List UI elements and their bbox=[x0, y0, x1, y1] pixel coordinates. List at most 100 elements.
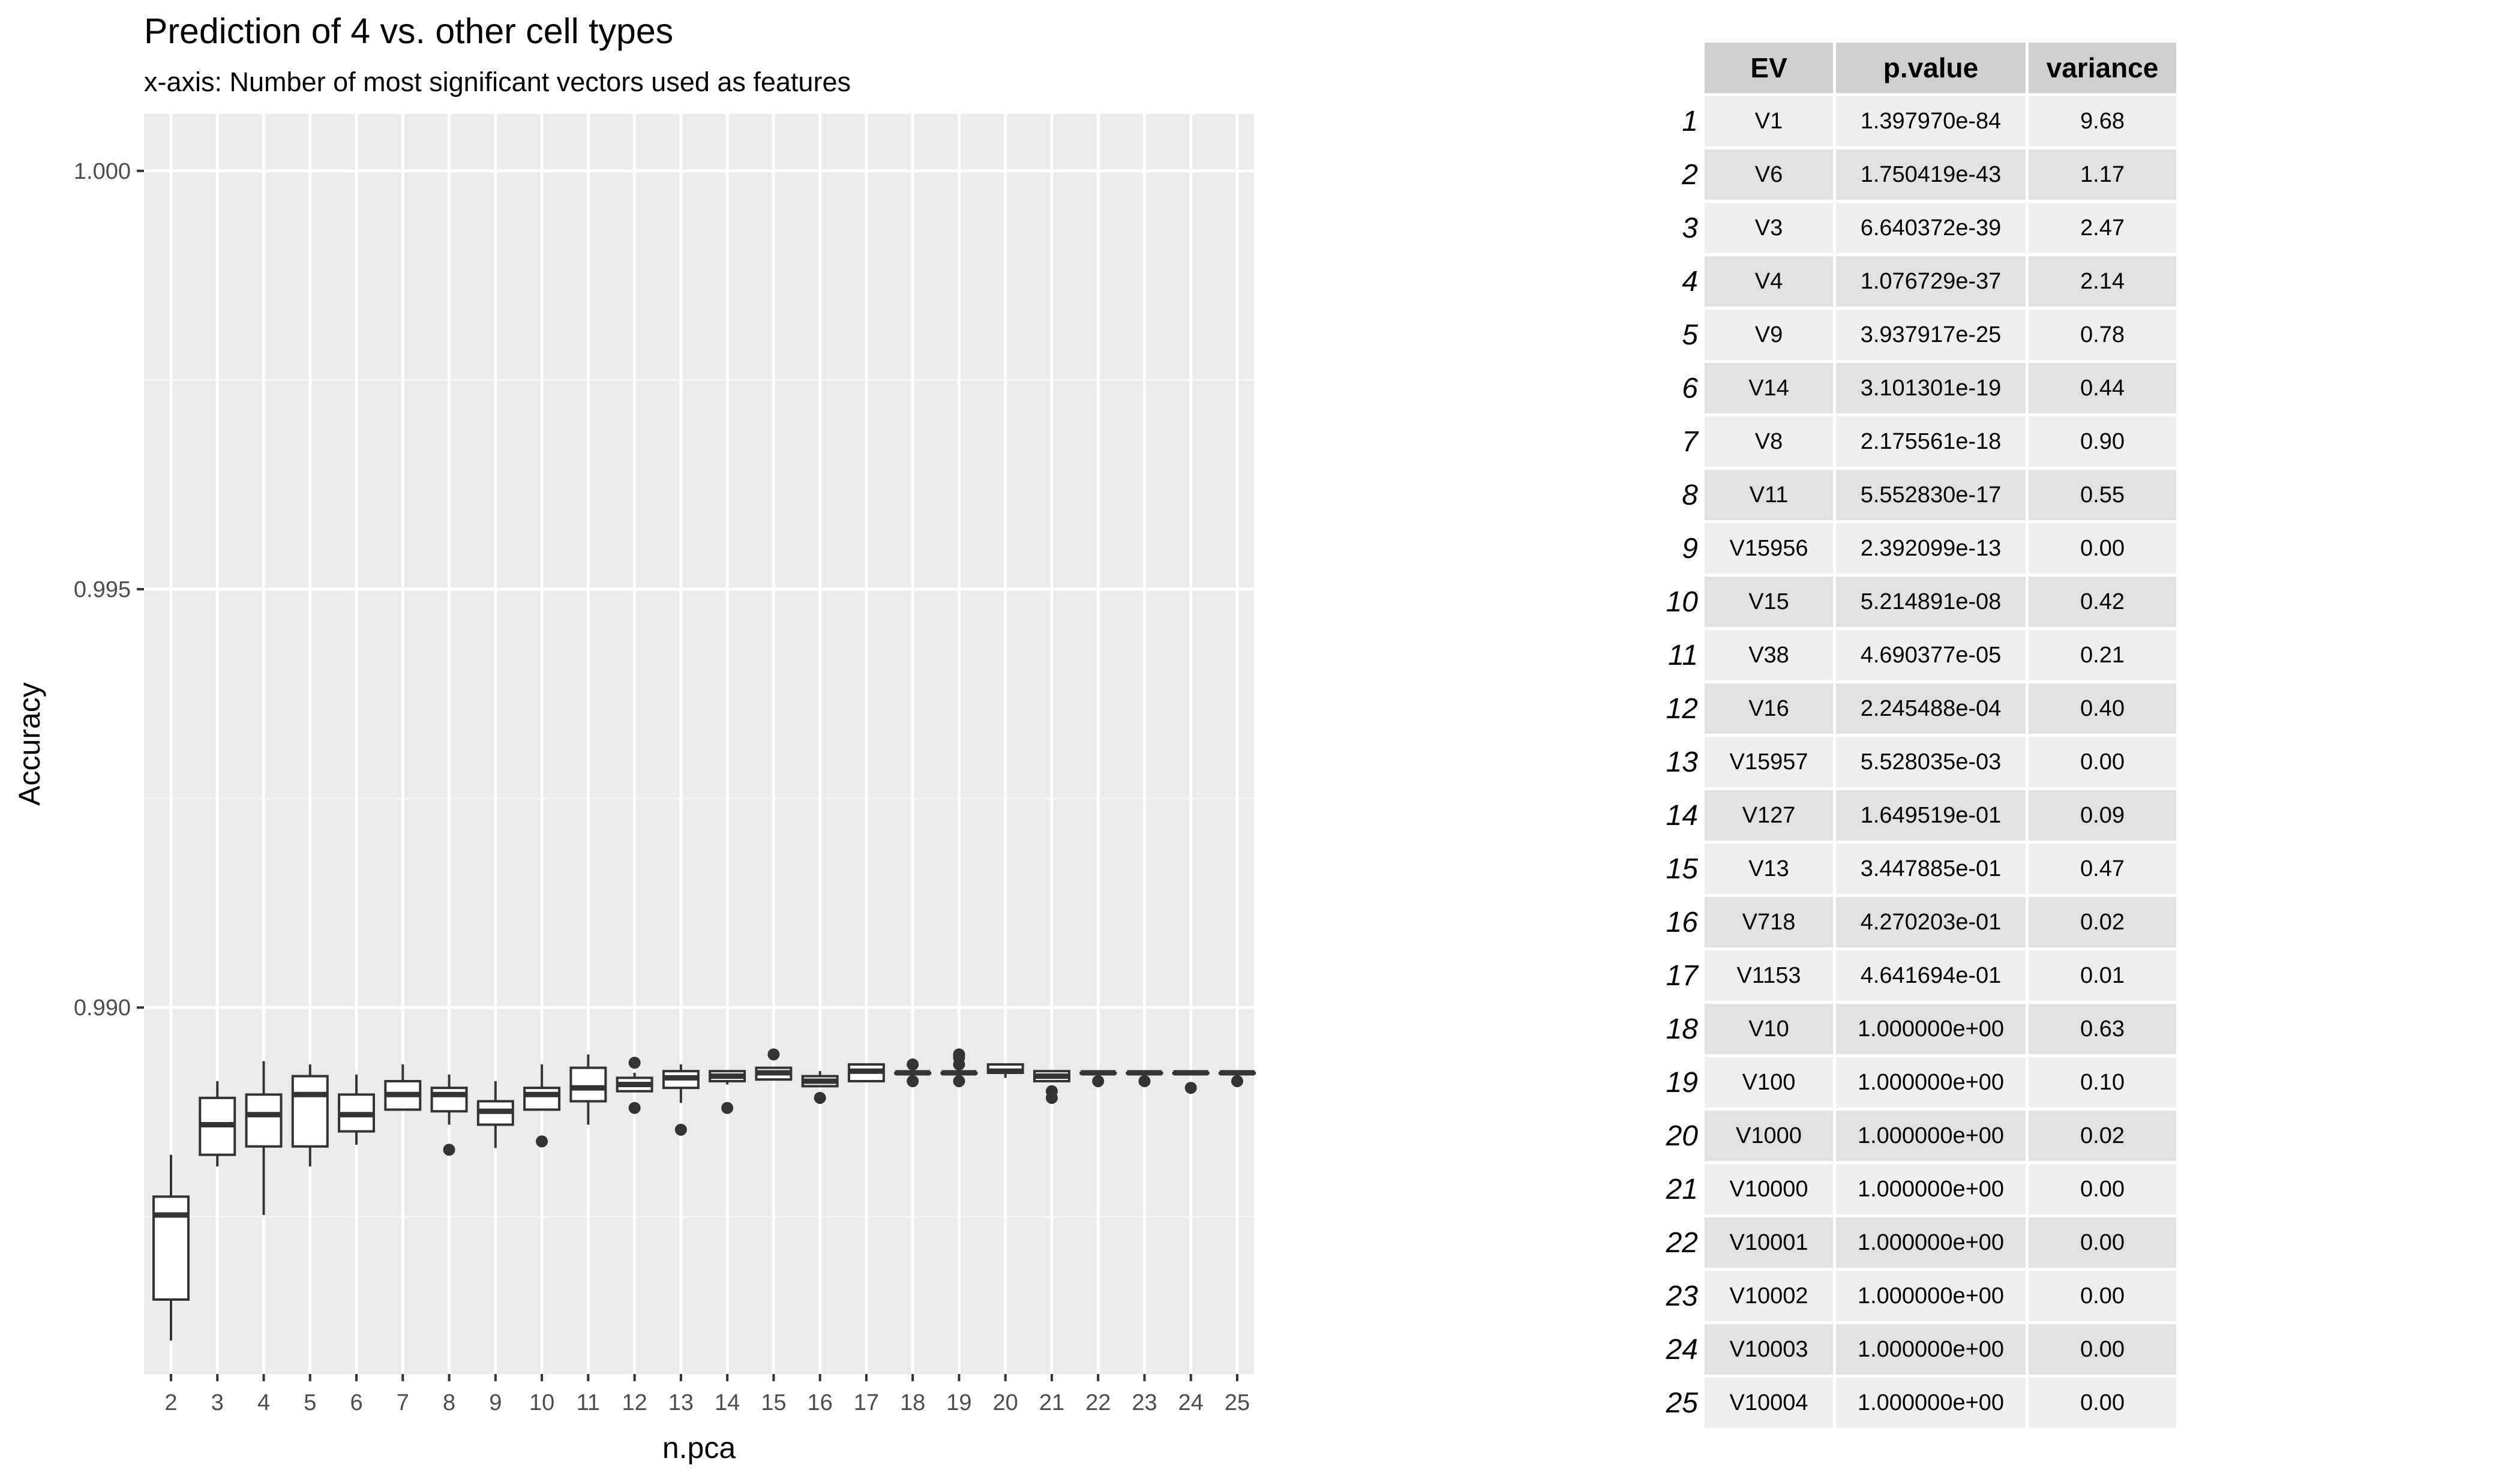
row-number: 18 bbox=[1666, 1013, 1698, 1045]
x-tick-label: 16 bbox=[808, 1390, 833, 1415]
x-tick-label: 14 bbox=[715, 1390, 740, 1415]
box-13 bbox=[662, 1064, 700, 1136]
row-number: 19 bbox=[1666, 1066, 1698, 1099]
y-tick-label: 0.995 bbox=[74, 577, 131, 602]
ev-cell: V10003 bbox=[1705, 1324, 1833, 1375]
variance-cell: 0.90 bbox=[2029, 416, 2176, 467]
variance-cell: 0.01 bbox=[2029, 950, 2176, 1001]
outlier-point bbox=[443, 1144, 455, 1156]
pvalue-cell: 1.000000e+00 bbox=[1836, 1057, 2026, 1108]
box-16 bbox=[801, 1071, 839, 1104]
x-tick-label: 12 bbox=[622, 1390, 647, 1415]
chart-subtitle: x-axis: Number of most significant vecto… bbox=[144, 67, 851, 97]
ev-cell: V10000 bbox=[1705, 1164, 1833, 1214]
row-number: 13 bbox=[1666, 746, 1698, 778]
variance-cell: 1.17 bbox=[2029, 149, 2176, 200]
box-25 bbox=[1219, 1070, 1256, 1087]
variance-cell: 0.55 bbox=[2029, 470, 2176, 520]
pvalue-cell: 5.552830e-17 bbox=[1836, 470, 2026, 520]
ev-header: EV bbox=[1705, 43, 1833, 93]
row-number: 21 bbox=[1666, 1173, 1698, 1205]
y-tick-label: 0.990 bbox=[74, 995, 131, 1021]
variance-cell: 0.00 bbox=[2029, 1217, 2176, 1268]
pvalue-cell: 2.392099e-13 bbox=[1836, 523, 2026, 574]
row-number: 17 bbox=[1666, 959, 1698, 992]
pvalue-cell: 5.528035e-03 bbox=[1836, 737, 2026, 787]
row-number: 12 bbox=[1666, 692, 1698, 725]
box-3 bbox=[199, 1081, 236, 1167]
ev-table-container: EV p.value variance 1 V1 1.397970e-84 9.68 2… bbox=[1635, 40, 2179, 1431]
pvalue-cell: 1.000000e+00 bbox=[1836, 1378, 2026, 1428]
x-tick-label: 23 bbox=[1132, 1390, 1157, 1415]
pvalue-cell: 1.000000e+00 bbox=[1836, 1324, 2026, 1375]
ev-cell: V15957 bbox=[1705, 737, 1833, 787]
table-row: 24 V10003 1.000000e+00 0.00 bbox=[1638, 1324, 2176, 1375]
box-7 bbox=[384, 1064, 422, 1111]
pvalue-cell: 1.000000e+00 bbox=[1836, 1111, 2026, 1161]
ev-cell: V10002 bbox=[1705, 1271, 1833, 1321]
row-number: 1 bbox=[1682, 105, 1698, 137]
variance-cell: 0.40 bbox=[2029, 683, 2176, 734]
boxes-layer bbox=[152, 1048, 1256, 1341]
table-row: 23 V10002 1.000000e+00 0.00 bbox=[1638, 1271, 2176, 1321]
plot-panel bbox=[144, 114, 1254, 1374]
x-tick-label: 20 bbox=[993, 1390, 1018, 1415]
ev-cell: V1153 bbox=[1705, 950, 1833, 1001]
outlier-point bbox=[628, 1057, 641, 1069]
pvalue-cell: 3.101301e-19 bbox=[1836, 363, 2026, 413]
x-tick-label: 13 bbox=[668, 1390, 694, 1415]
box-12 bbox=[616, 1057, 653, 1114]
table-row: 10 V15 5.214891e-08 0.42 bbox=[1638, 577, 2176, 627]
variance-cell: 0.78 bbox=[2029, 310, 2176, 360]
box-iqr bbox=[152, 1195, 190, 1301]
variance-cell: 0.00 bbox=[2029, 523, 2176, 574]
box-24 bbox=[1172, 1070, 1210, 1094]
pvalue-cell: 4.270203e-01 bbox=[1836, 897, 2026, 947]
pvalue-cell: 1.000000e+00 bbox=[1836, 1217, 2026, 1268]
table-row: 8 V11 5.552830e-17 0.55 bbox=[1638, 470, 2176, 520]
table-row: 12 V16 2.245488e-04 0.40 bbox=[1638, 683, 2176, 734]
variance-cell: 9.68 bbox=[2029, 96, 2176, 146]
ev-cell: V38 bbox=[1705, 630, 1833, 680]
box-6 bbox=[338, 1074, 376, 1145]
box-5 bbox=[291, 1064, 329, 1167]
box-10 bbox=[523, 1064, 561, 1148]
row-number: 6 bbox=[1682, 372, 1698, 404]
ev-cell: V10 bbox=[1705, 1004, 1833, 1054]
pvalue-cell: 5.214891e-08 bbox=[1836, 577, 2026, 627]
ev-cell: V13 bbox=[1705, 844, 1833, 894]
ev-cell: V10004 bbox=[1705, 1378, 1833, 1428]
pvalue-cell: 1.000000e+00 bbox=[1836, 1271, 2026, 1321]
ev-cell: V1000 bbox=[1705, 1111, 1833, 1161]
pvalue-cell: 4.690377e-05 bbox=[1836, 630, 2026, 680]
row-number: 11 bbox=[1668, 639, 1698, 671]
outlier-point bbox=[536, 1135, 548, 1148]
x-tick-label: 22 bbox=[1085, 1390, 1111, 1415]
pvalue-cell: 2.245488e-04 bbox=[1836, 683, 2026, 734]
x-tick-label: 17 bbox=[854, 1390, 879, 1415]
outlier-point bbox=[953, 1075, 965, 1087]
row-number: 7 bbox=[1682, 425, 1698, 458]
variance-cell: 0.00 bbox=[2029, 737, 2176, 787]
outlier-point bbox=[1184, 1082, 1197, 1094]
outlier-point bbox=[1138, 1075, 1151, 1087]
variance-cell: 0.21 bbox=[2029, 630, 2176, 680]
pvalue-cell: 3.937917e-25 bbox=[1836, 310, 2026, 360]
row-number: 24 bbox=[1666, 1333, 1698, 1366]
table-row: 14 V127 1.649519e-01 0.09 bbox=[1638, 790, 2176, 841]
table-row: 25 V10004 1.000000e+00 0.00 bbox=[1638, 1378, 2176, 1428]
x-tick-label: 19 bbox=[946, 1390, 971, 1415]
x-tick-label: 7 bbox=[397, 1390, 409, 1415]
box-4 bbox=[245, 1061, 283, 1216]
box-22 bbox=[1079, 1070, 1117, 1087]
variance-cell: 0.00 bbox=[2029, 1164, 2176, 1214]
box-19 bbox=[940, 1048, 978, 1087]
variance-cell: 2.47 bbox=[2029, 203, 2176, 253]
outlier-point bbox=[628, 1102, 641, 1114]
outlier-point bbox=[674, 1123, 687, 1136]
ev-cell: V14 bbox=[1705, 363, 1833, 413]
x-tick-label: 5 bbox=[304, 1390, 316, 1415]
row-number: 2 bbox=[1682, 158, 1698, 191]
table-row: 3 V3 6.640372e-39 2.47 bbox=[1638, 203, 2176, 253]
